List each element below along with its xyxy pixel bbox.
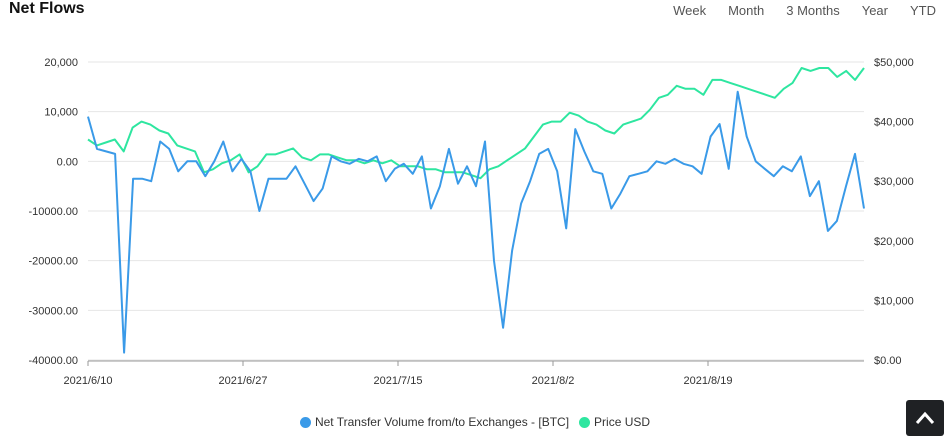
y-left-tick-label: -30000.00 [28,305,78,317]
scroll-to-top-button[interactable] [906,400,944,436]
tab-year[interactable]: Year [861,3,888,18]
chevron-up-icon [915,411,935,424]
legend-item-price[interactable]: Price USD [579,415,650,429]
y-right-tick-label: $30,000 [874,176,914,188]
y-left-tick-label: 20,000 [44,57,78,69]
x-tick-label: 2021/7/15 [374,375,423,387]
y-left-tick-label: 0.00 [57,156,78,168]
range-tabs: Week Month 3 Months Year YTD [651,3,936,18]
y-right-tick-label: $40,000 [874,117,914,129]
tab-week[interactable]: Week [673,3,707,18]
y-left-tick-label: -40000.00 [28,355,78,367]
page-title: Net Flows [9,0,85,17]
x-tick-label: 2021/8/19 [684,375,733,387]
series-line-net-transfer [87,90,865,354]
y-right-tick-label: $50,000 [874,57,914,69]
series-line-price [87,67,865,180]
y-right-tick-label: $0.00 [874,355,902,367]
legend-dot-price [579,416,591,428]
y-left-tick-label: -20000.00 [28,256,78,268]
chart-legend: Net Transfer Volume from/to Exchanges - … [0,415,950,429]
y-left-tick-label: 10,000 [44,107,78,119]
y-right-tick-label: $20,000 [874,236,914,248]
legend-dot-net-transfer [299,416,311,428]
legend-label-net-transfer: Net Transfer Volume from/to Exchanges - … [314,415,570,429]
x-tick-label: 2021/8/2 [532,375,575,387]
x-tick-label: 2021/6/10 [64,375,113,387]
y-right-tick-label: $10,000 [874,295,914,307]
legend-item-net-transfer[interactable]: Net Transfer Volume from/to Exchanges - … [299,415,570,429]
net-flows-chart: 20,000 10,000 0.00 -10000.00 -20000.00 -30000… [28,57,914,387]
tab-3-months[interactable]: 3 Months [786,3,840,18]
y-left-tick-label: -10000.00 [28,206,78,218]
tab-month[interactable]: Month [728,3,765,18]
x-tick-label: 2021/6/27 [219,375,268,387]
tab-ytd[interactable]: YTD [910,3,936,18]
legend-label-price: Price USD [594,415,651,429]
